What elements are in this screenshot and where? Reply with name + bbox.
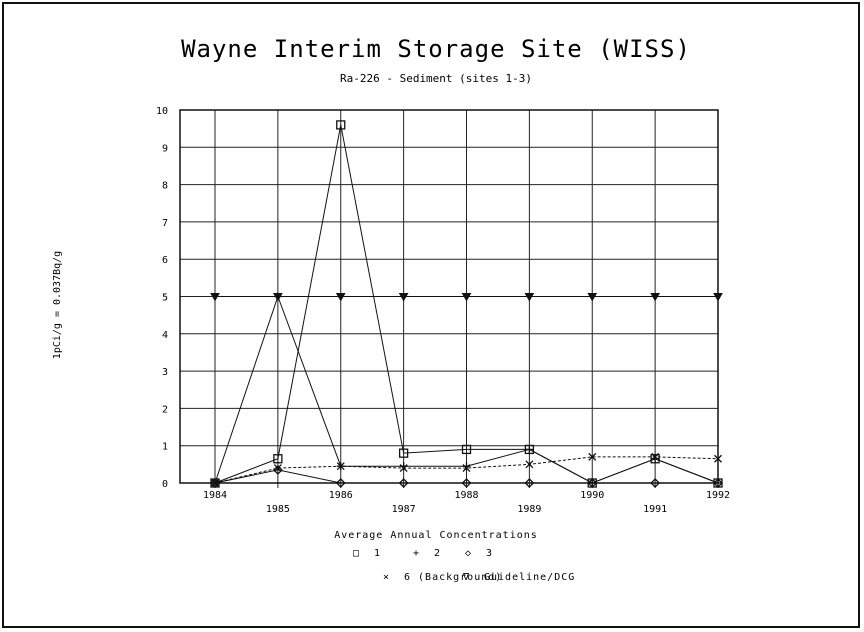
legend-symbol: + <box>413 548 420 559</box>
series-guideline-dcg <box>210 293 723 302</box>
series-6-background <box>211 452 722 487</box>
y-tick-label: 3 <box>162 367 168 378</box>
point-marker <box>525 460 534 469</box>
point-marker <box>399 464 408 473</box>
legend-label: 1 <box>374 548 381 559</box>
point-marker <box>524 478 535 488</box>
point-marker <box>588 452 597 461</box>
y-axis-label: 1pCi/g = 0.037Bq/g <box>52 251 63 359</box>
point-marker <box>713 478 723 488</box>
point-marker <box>398 448 409 458</box>
x-tick-label: 1984 <box>203 490 227 501</box>
x-tick-label: 1991 <box>643 504 667 515</box>
point-marker <box>399 462 408 471</box>
point-marker <box>335 293 346 302</box>
marker-stroke <box>336 462 345 471</box>
chart-title: Wayne Interim Storage Site (WISS) <box>181 35 691 63</box>
point-marker <box>650 293 660 302</box>
legend-item: ◇ 3 <box>465 548 493 559</box>
marker-stroke <box>211 479 219 487</box>
y-tick-label: 7 <box>162 218 168 229</box>
point-marker <box>461 293 472 302</box>
marker-stroke <box>651 452 660 461</box>
point-marker <box>714 454 722 463</box>
x-tick-label: 1987 <box>392 504 416 515</box>
point-marker <box>651 452 660 461</box>
point-marker <box>587 478 598 488</box>
chart-subtitle: Ra-226 - Sediment (sites 1-3) <box>340 72 532 85</box>
x-tick-label: 1990 <box>580 490 604 501</box>
y-tick-label: 9 <box>162 143 168 154</box>
y-tick-label: 8 <box>162 181 168 192</box>
point-marker <box>335 478 346 488</box>
marker-stroke <box>525 460 534 469</box>
point-marker <box>461 478 472 488</box>
legend-label: 6 (Background) <box>404 572 502 583</box>
x-tick-label: 1986 <box>329 490 353 501</box>
point-marker <box>462 462 471 471</box>
point-marker <box>211 479 219 487</box>
x-tick-labels: 1984 1985 1986 1987 1988 1989 1990 1991 1992 <box>203 490 730 515</box>
series-3 <box>210 465 723 488</box>
point-marker <box>398 293 409 302</box>
point-marker <box>651 454 660 463</box>
series-line <box>214 469 718 484</box>
y-tick-label: 0 <box>162 479 168 490</box>
y-tick-label: 5 <box>162 293 168 304</box>
legend-symbol: × <box>383 572 390 583</box>
point-marker <box>650 478 661 488</box>
point-marker <box>462 464 471 473</box>
point-marker <box>273 454 283 464</box>
point-marker <box>524 293 535 302</box>
point-marker <box>525 445 534 454</box>
point-marker <box>587 293 598 302</box>
series-group <box>210 120 723 488</box>
x-tick-label: 1988 <box>454 490 478 501</box>
marker-stroke <box>399 464 408 473</box>
y-tick-labels: 0 1 2 3 4 5 6 7 8 9 10 <box>156 106 168 490</box>
legend-item: × 6 (Background) <box>383 572 502 583</box>
legend-symbol: □ <box>353 548 360 559</box>
legend-label: 3 <box>486 548 493 559</box>
marker-stroke <box>273 464 282 473</box>
y-tick-label: 4 <box>162 330 168 341</box>
point-marker <box>273 293 283 302</box>
x-tick-label: 1989 <box>517 504 541 515</box>
marker-stroke <box>588 452 597 461</box>
legend-item: +2 <box>413 548 441 559</box>
y-tick-label: 10 <box>156 106 168 117</box>
marker-stroke <box>462 464 471 473</box>
y-tick-label: 1 <box>162 442 168 453</box>
point-marker <box>713 293 723 302</box>
point-marker <box>336 462 345 471</box>
y-tick-label: 6 <box>162 255 168 266</box>
axes <box>179 109 719 488</box>
point-marker <box>210 478 220 488</box>
point-marker <box>398 478 409 488</box>
legend-title: Average Annual Concentrations <box>334 530 538 541</box>
legend-label: 2 <box>434 548 441 559</box>
x-tick-label: 1985 <box>266 504 290 515</box>
legend-label: Guideline/DCG <box>484 572 575 583</box>
legend-symbol: ∇ <box>462 572 470 583</box>
y-tick-label: 2 <box>162 404 168 415</box>
point-marker <box>210 293 220 302</box>
legend: □ 1 +2 ◇ 3× 6 (Background)∇ Guideline/DCG <box>353 548 575 583</box>
point-marker <box>336 120 346 130</box>
point-marker <box>461 444 472 455</box>
legend-item: □ 1 <box>353 548 381 559</box>
x-tick-label: 1992 <box>706 490 730 501</box>
point-marker <box>273 464 282 473</box>
legend-symbol: ◇ <box>465 548 472 559</box>
marker-stroke <box>714 454 722 463</box>
series-line <box>214 456 719 484</box>
legend-item: ∇ Guideline/DCG <box>462 572 575 583</box>
